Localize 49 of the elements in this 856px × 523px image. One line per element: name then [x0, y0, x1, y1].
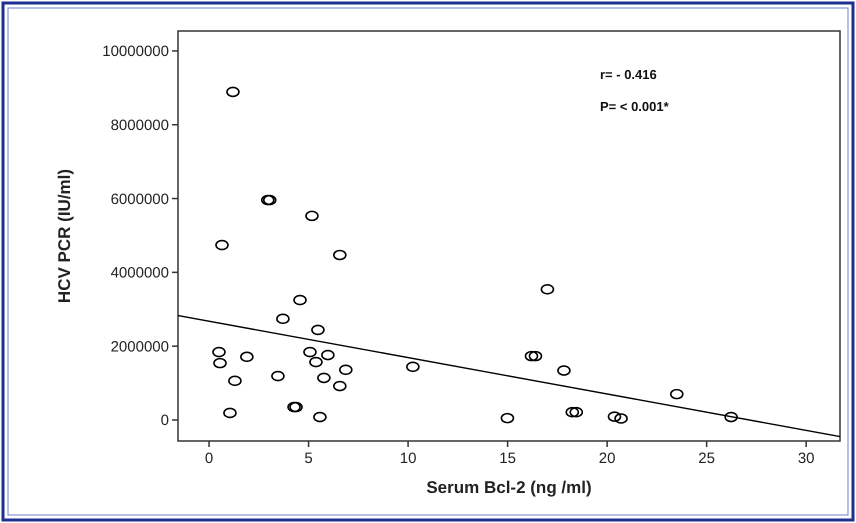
- point: [311, 324, 325, 336]
- point: [500, 412, 514, 424]
- annotation: r= - 0.416: [600, 67, 657, 82]
- point: [276, 314, 290, 324]
- y-tick-label: 0: [160, 412, 169, 430]
- y-tick-label: 2000000: [110, 338, 169, 356]
- x-tick-label: 0: [204, 450, 214, 467]
- point: [240, 352, 254, 362]
- point: [305, 210, 319, 222]
- x-tick-label: 30: [798, 450, 815, 467]
- x-axis-title: Serum Bcl-2 (ng /ml): [426, 478, 592, 497]
- point: [557, 365, 571, 376]
- point: [226, 86, 240, 98]
- point: [303, 346, 317, 358]
- point: [223, 408, 237, 418]
- x-tick-label: 10: [400, 450, 416, 467]
- y-axis-title: HCV PCR (IU/ml): [55, 168, 74, 304]
- y-tick-label: 6000000: [110, 190, 169, 208]
- y-tick-label: 4000000: [110, 264, 169, 282]
- annotation: P= < 0.001*: [600, 99, 670, 114]
- x-tick-label: 25: [698, 450, 715, 467]
- point: [293, 294, 307, 306]
- point: [724, 412, 738, 422]
- point: [670, 388, 684, 400]
- point: [313, 412, 327, 422]
- point: [309, 356, 323, 368]
- point: [565, 406, 580, 418]
- point: [614, 413, 628, 424]
- x-tick-label: 15: [499, 450, 516, 467]
- point: [608, 411, 622, 422]
- point: [540, 284, 554, 295]
- point: [569, 406, 584, 418]
- point: [338, 364, 353, 376]
- point: [215, 240, 229, 250]
- point: [317, 372, 331, 384]
- y-tick-label: 8000000: [110, 116, 169, 134]
- point: [406, 362, 420, 372]
- point: [228, 376, 242, 386]
- point: [271, 370, 285, 382]
- point: [213, 358, 227, 368]
- x-tick-label: 20: [598, 450, 616, 467]
- point: [212, 346, 226, 358]
- y-tick-label: 10000000: [102, 43, 169, 60]
- point: [333, 380, 347, 392]
- point: [321, 350, 335, 360]
- point: [333, 250, 347, 260]
- x-tick-label: 5: [304, 450, 313, 467]
- point: [524, 350, 538, 362]
- point: [528, 350, 542, 362]
